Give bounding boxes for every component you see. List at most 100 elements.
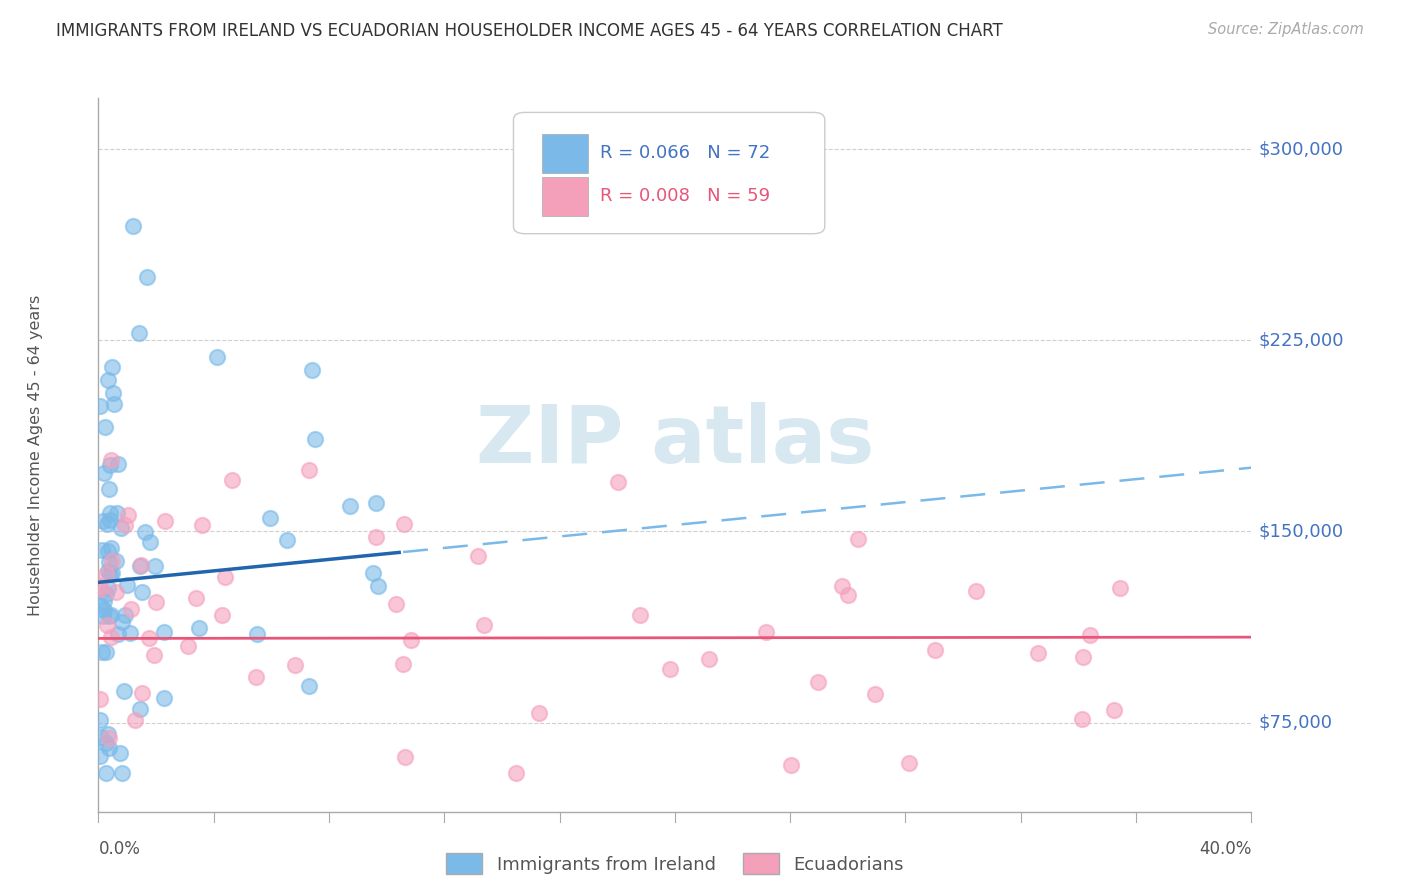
Point [131,585,153,599]
Text: 0.0%: 0.0% [98,840,141,858]
Point [89,399,111,413]
Point [107,627,129,641]
Point [128,559,150,574]
Text: $225,000: $225,000 [1258,331,1344,350]
Point [401,633,423,648]
Text: 40.0%: 40.0% [1199,840,1251,858]
Point [120,602,142,616]
Point [391,657,413,671]
Point [191,518,214,533]
Point [472,618,495,632]
Point [100,630,122,644]
Point [103,397,125,411]
Point [93,466,115,480]
Point [94,587,117,601]
Point [276,533,298,548]
Point [301,363,323,377]
Point [304,432,326,446]
Point [298,679,321,693]
Point [129,702,152,716]
Text: $300,000: $300,000 [1258,140,1343,158]
Point [89,579,111,593]
Point [98,609,121,624]
Point [111,766,134,780]
Point [188,621,211,635]
Text: R = 0.008   N = 59: R = 0.008 N = 59 [600,187,770,205]
Point [124,713,146,727]
Point [658,662,681,676]
Text: $150,000: $150,000 [1258,523,1343,541]
Point [284,658,307,673]
Point [89,582,111,597]
Point [94,420,117,434]
Point [924,643,946,657]
Point [96,617,118,632]
Point [846,532,869,546]
Point [104,584,127,599]
Point [394,749,416,764]
Point [111,615,134,630]
Point [221,473,243,487]
Point [100,566,122,581]
Point [97,731,120,745]
Point [607,475,630,489]
Point [90,542,112,557]
Point [115,577,138,591]
Point [93,594,115,608]
Text: $75,000: $75,000 [1258,714,1333,731]
Text: IMMIGRANTS FROM IRELAND VS ECUADORIAN HOUSEHOLDER INCOME AGES 45 - 64 YEARS CORR: IMMIGRANTS FROM IRELAND VS ECUADORIAN HO… [56,22,1002,40]
Point [367,578,389,592]
Point [153,514,176,528]
Point [1026,646,1049,660]
Point [1109,582,1132,596]
Point [143,558,166,573]
Point [97,482,120,496]
Point [107,457,129,471]
Point [122,219,145,233]
Point [91,646,114,660]
Point [128,326,150,341]
Point [93,603,115,617]
Point [98,458,121,472]
Point [101,553,124,567]
Point [1102,703,1125,717]
Point [98,741,121,756]
Point [246,626,269,640]
Point [392,516,415,531]
Point [211,608,233,623]
Point [527,706,550,720]
Point [100,453,122,467]
Point [505,766,527,780]
FancyBboxPatch shape [513,112,825,234]
Point [697,652,720,666]
Point [207,350,229,364]
Point [339,500,361,514]
Point [467,549,489,563]
Point [114,518,136,533]
Point [145,595,167,609]
Point [898,756,921,770]
Point [628,607,651,622]
Point [97,564,120,578]
Point [177,640,200,654]
Point [97,582,120,596]
Point [97,543,120,558]
Point [153,690,176,705]
Text: Source: ZipAtlas.com: Source: ZipAtlas.com [1208,22,1364,37]
Point [298,463,321,477]
Point [245,670,267,684]
Point [96,566,118,581]
Point [100,607,122,622]
Point [96,645,118,659]
Point [361,566,384,580]
FancyBboxPatch shape [543,134,588,173]
Point [136,269,159,284]
Legend: Immigrants from Ireland, Ecuadorians: Immigrants from Ireland, Ecuadorians [439,846,911,881]
Point [96,766,118,780]
Point [134,524,156,539]
Point [97,373,120,387]
Point [780,758,803,772]
Text: R = 0.066   N = 72: R = 0.066 N = 72 [600,145,770,162]
Point [96,516,118,531]
Point [118,626,141,640]
